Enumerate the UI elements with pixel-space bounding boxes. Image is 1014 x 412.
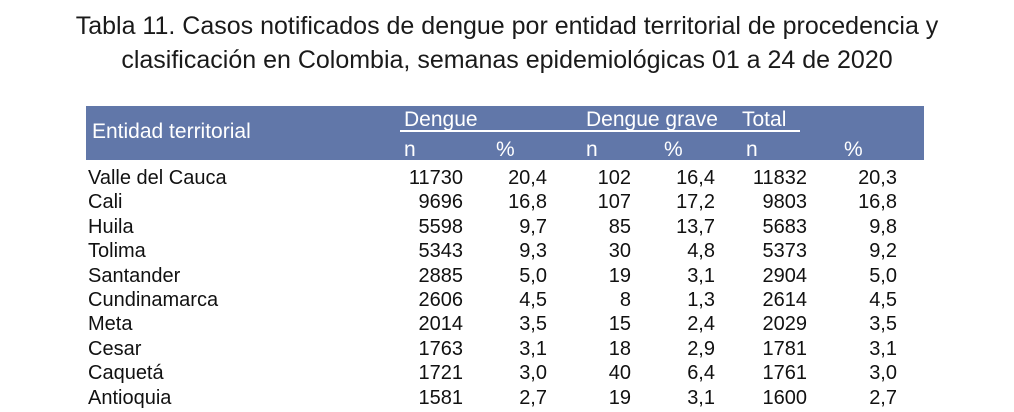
cell-value: 4,8 [687, 240, 715, 263]
table-title-line-1: Tabla 11. Casos notificados de dengue po… [75, 12, 939, 40]
cell-value: 5598 [418, 215, 464, 238]
cell-value: 5373 [762, 240, 808, 263]
cell-value: 3,0 [519, 362, 547, 385]
entity-name: Valle del Cauca [88, 167, 227, 189]
cell-value: 19 [608, 264, 631, 287]
table-row: Cali 9696 16,8 107 17,2 9803 16,8 [0, 191, 1014, 215]
table-row: Santander 2885 5,0 19 3,1 2904 5,0 [0, 265, 1014, 289]
cell-value: 16,4 [676, 167, 715, 189]
cell-value: 2,7 [519, 386, 547, 409]
cell-value: 4,5 [869, 289, 897, 311]
table-row: Valle del Cauca 11730 20,4 102 16,4 11832 20,3 [0, 167, 1014, 191]
header-underline [400, 130, 800, 132]
header-total-pct: % [844, 138, 863, 161]
cell-value: 9,2 [869, 240, 897, 263]
entity-name: Cali [88, 191, 123, 214]
entity-name: Antioquia [88, 386, 172, 409]
cell-value: 9,3 [519, 240, 547, 263]
cell-value: 107 [597, 191, 631, 214]
header-dengue-n: n [404, 138, 416, 161]
cell-value: 2014 [418, 313, 464, 336]
cell-value: 3,0 [869, 362, 897, 385]
cell-value: 20,4 [508, 167, 547, 189]
cell-value: 1781 [762, 337, 808, 360]
cell-value: 2,7 [869, 386, 897, 409]
cell-value: 5343 [418, 240, 464, 263]
entity-name: Meta [88, 313, 133, 336]
cell-value: 18 [608, 337, 631, 360]
entity-name: Tolima [88, 240, 146, 263]
cell-value: 40 [608, 362, 631, 385]
cell-value: 6,4 [687, 362, 715, 385]
table-row: Cundinamarca 2606 4,5 8 1,3 2614 4,5 [0, 289, 1014, 313]
header-total: Total [742, 108, 787, 131]
cell-value: 3,5 [869, 313, 897, 336]
cell-value: 4,5 [519, 289, 547, 311]
cell-value: 1,3 [687, 289, 715, 311]
table-row: Caquetá 1721 3,0 40 6,4 1761 3,0 [0, 362, 1014, 386]
entity-name: Cesar [88, 337, 142, 360]
cell-value: 85 [608, 215, 631, 238]
cell-value: 2,9 [687, 337, 715, 360]
cell-value: 2606 [418, 289, 464, 311]
table-row: Cesar 1763 3,1 18 2,9 1781 3,1 [0, 338, 1014, 362]
cell-value: 2885 [418, 264, 464, 287]
header-grave-n: n [586, 138, 598, 161]
cell-value: 2029 [762, 313, 808, 336]
header-grave-pct: % [664, 138, 683, 161]
cell-value: 3,1 [687, 386, 715, 409]
cell-value: 1721 [418, 362, 464, 385]
cell-value: 1581 [418, 386, 464, 409]
cell-value: 1763 [418, 337, 464, 360]
cell-value: 9696 [418, 191, 464, 214]
cell-value: 16,8 [858, 191, 897, 214]
cell-value: 11832 [752, 167, 807, 189]
cell-value: 1761 [762, 362, 808, 385]
cell-value: 9,7 [519, 215, 547, 238]
header-entity: Entidad territorial [92, 120, 251, 143]
cell-value: 5,0 [519, 264, 547, 287]
entity-name: Santander [88, 264, 181, 287]
cell-value: 1600 [762, 386, 808, 409]
cell-value: 9,8 [869, 215, 897, 238]
cell-value: 11730 [408, 167, 463, 189]
entity-name: Huila [88, 215, 134, 238]
table-title-line-2: clasificación en Colombia, semanas epide… [121, 46, 893, 74]
cell-value: 3,1 [687, 264, 715, 287]
cell-value: 9803 [762, 191, 808, 214]
table-header: Entidad territorial Dengue Dengue grave … [86, 106, 924, 161]
cell-value: 8 [619, 289, 631, 311]
cell-value: 20,3 [858, 167, 897, 189]
header-dengue-grave: Dengue grave [586, 108, 718, 131]
table-row: Meta 2014 3,5 15 2,4 2029 3,5 [0, 313, 1014, 337]
cell-value: 102 [597, 167, 631, 189]
cell-value: 3,1 [869, 337, 897, 360]
cell-value: 17,2 [676, 191, 715, 214]
cell-value: 13,7 [676, 215, 715, 238]
cell-value: 2904 [762, 264, 808, 287]
cell-value: 2,4 [687, 313, 715, 336]
header-dengue: Dengue [404, 108, 478, 131]
table-row: Tolima 5343 9,3 30 4,8 5373 9,2 [0, 240, 1014, 264]
cell-value: 5,0 [869, 264, 897, 287]
header-dengue-pct: % [496, 138, 515, 161]
cell-value: 5683 [762, 215, 808, 238]
table-row: Huila 5598 9,7 85 13,7 5683 9,8 [0, 216, 1014, 240]
header-total-n: n [746, 138, 758, 161]
cell-value: 15 [608, 313, 631, 336]
cell-value: 2614 [762, 289, 808, 311]
entity-name: Cundinamarca [88, 289, 219, 311]
cell-value: 30 [608, 240, 631, 263]
cell-value: 3,5 [519, 313, 547, 336]
cell-value: 19 [608, 386, 631, 409]
table-row: Antioquia 1581 2,7 19 3,1 1600 2,7 [0, 387, 1014, 411]
cell-value: 16,8 [508, 191, 547, 214]
entity-name: Caquetá [88, 362, 164, 385]
cell-value: 3,1 [519, 337, 547, 360]
